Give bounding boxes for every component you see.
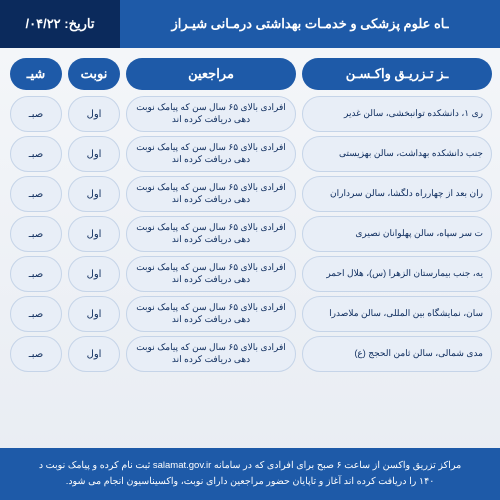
page-title: ـاه علوم پزشکی و خدمـات بهداشتی درمـانی … (120, 0, 500, 48)
th-shift: شیـ (10, 58, 62, 90)
cell-shift: صبـ (10, 96, 62, 132)
cell-turn: اول (68, 96, 120, 132)
cell-turn: اول (68, 176, 120, 212)
table-row: مدی شمالی، سالن ثامن الحجج (ع) افرادی با… (8, 336, 492, 372)
cell-visitors: افرادی بالای ۶۵ سال سن که پیامک نوبت دهی… (126, 96, 296, 132)
th-center: ـز تـزریـق واکـسـن (302, 58, 492, 90)
cell-center: یه، جنب بیمارستان الزهرا (س)، هلال احمر (302, 256, 492, 292)
cell-visitors: افرادی بالای ۶۵ سال سن که پیامک نوبت دهی… (126, 216, 296, 252)
cell-turn: اول (68, 256, 120, 292)
footer-line-1: مراکز تزریق واکسن از ساعت ۶ صبح برای افر… (10, 458, 490, 474)
cell-center: جنب دانشکده بهداشت، سالن بهزیستی (302, 136, 492, 172)
cell-visitors: افرادی بالای ۶۵ سال سن که پیامک نوبت دهی… (126, 336, 296, 372)
table-row: یه، جنب بیمارستان الزهرا (س)، هلال احمر … (8, 256, 492, 292)
cell-shift: صبـ (10, 176, 62, 212)
date-value: ۰۴/۲۲/ (26, 16, 61, 32)
cell-turn: اول (68, 216, 120, 252)
cell-shift: صبـ (10, 296, 62, 332)
date-label: تاریخ: (64, 16, 94, 32)
cell-center: ران بعد از چهارراه دلگشا، سالن سرداران (302, 176, 492, 212)
cell-center: مدی شمالی، سالن ثامن الحجج (ع) (302, 336, 492, 372)
page-root: ـاه علوم پزشکی و خدمـات بهداشتی درمـانی … (0, 0, 500, 500)
th-visitors: مراجعین (126, 58, 296, 90)
cell-center: سان، نمایشگاه بین المللی، سالن ملاصدرا (302, 296, 492, 332)
cell-turn: اول (68, 336, 120, 372)
cell-shift: صبـ (10, 136, 62, 172)
table-row: سان، نمایشگاه بین المللی، سالن ملاصدرا ا… (8, 296, 492, 332)
cell-visitors: افرادی بالای ۶۵ سال سن که پیامک نوبت دهی… (126, 296, 296, 332)
cell-center: ری ۱، دانشکده توانبخشی، سالن غدیر (302, 96, 492, 132)
cell-shift: صبـ (10, 256, 62, 292)
cell-visitors: افرادی بالای ۶۵ سال سن که پیامک نوبت دهی… (126, 176, 296, 212)
table-row: ری ۱، دانشکده توانبخشی، سالن غدیر افرادی… (8, 96, 492, 132)
table-body: ری ۱، دانشکده توانبخشی، سالن غدیر افرادی… (8, 96, 492, 372)
table-row: ت سر سپاه، سالن پهلوانان نصیری افرادی با… (8, 216, 492, 252)
footer-note: مراکز تزریق واکسن از ساعت ۶ صبح برای افر… (0, 448, 500, 500)
table: ـز تـزریـق واکـسـن مراجعین نوبت شیـ ری ۱… (0, 48, 500, 372)
footer-line-2: ۱۴۰ را دریافت کرده اند آغاز و تاپایان حض… (10, 474, 490, 490)
cell-turn: اول (68, 296, 120, 332)
cell-shift: صبـ (10, 336, 62, 372)
header-bar: ـاه علوم پزشکی و خدمـات بهداشتی درمـانی … (0, 0, 500, 48)
table-head: ـز تـزریـق واکـسـن مراجعین نوبت شیـ (8, 58, 492, 90)
cell-turn: اول (68, 136, 120, 172)
cell-shift: صبـ (10, 216, 62, 252)
table-row: ران بعد از چهارراه دلگشا، سالن سرداران ا… (8, 176, 492, 212)
cell-center: ت سر سپاه، سالن پهلوانان نصیری (302, 216, 492, 252)
cell-visitors: افرادی بالای ۶۵ سال سن که پیامک نوبت دهی… (126, 256, 296, 292)
table-row: جنب دانشکده بهداشت، سالن بهزیستی افرادی … (8, 136, 492, 172)
th-turn: نوبت (68, 58, 120, 90)
cell-visitors: افرادی بالای ۶۵ سال سن که پیامک نوبت دهی… (126, 136, 296, 172)
date-box: تاریخ: ۰۴/۲۲/ (0, 0, 120, 48)
